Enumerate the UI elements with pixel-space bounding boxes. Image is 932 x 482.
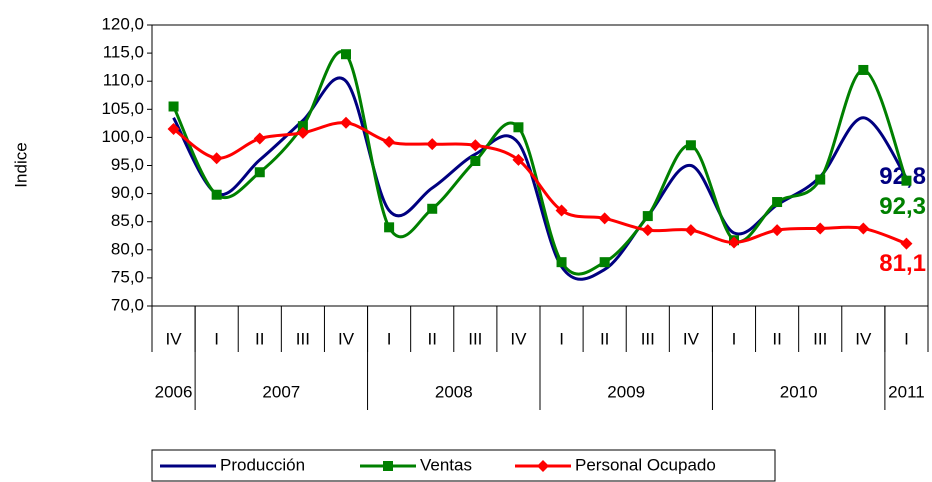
marker [772,197,783,208]
marker [384,222,395,233]
marker [427,203,438,214]
year-label: 2006 [155,382,193,401]
marker [167,122,180,135]
marker [599,257,610,268]
series-line [172,76,908,281]
marker [340,116,352,129]
x-tick-label: II [255,329,264,348]
legend-box [151,449,776,482]
x-tick-label: II [427,329,436,348]
x-tick-label: I [559,329,564,348]
x-tick-label: III [641,329,655,348]
y-tick-label: 70,0 [111,295,144,314]
series-line [172,50,908,276]
marker [556,257,567,268]
marker [210,152,223,165]
year-label: 2008 [435,382,473,401]
x-tick-label: III [468,329,482,348]
x-tick-label: IV [338,329,355,348]
marker [598,212,611,225]
year-label: 2010 [780,382,818,401]
y-axis-label: Indice [11,142,30,187]
y-tick-label: 95,0 [111,155,144,174]
marker [771,224,784,237]
legend-label: Producción [220,455,305,474]
x-tick-label: I [904,329,909,348]
x-tick-label: IV [855,329,872,348]
y-tick-label: 75,0 [111,267,144,286]
x-tick-label: III [296,329,310,348]
x-tick-label: II [600,329,609,348]
marker [684,224,697,237]
legend: Producción Ventas Personal Ocupado [151,449,776,482]
marker [814,222,827,235]
data-label: 81,1 [879,250,926,277]
marker [537,460,549,472]
marker [470,156,481,167]
marker [513,122,524,133]
y-tick-label: 85,0 [111,211,144,230]
y-tick-label: 120,0 [101,14,144,33]
marker [685,140,696,151]
marker [297,121,308,132]
legend-label: Personal Ocupado [575,455,716,474]
x-tick-label: IV [166,329,183,348]
x-tick-label: IV [510,329,527,348]
marker [858,64,869,75]
y-tick-label: 115,0 [103,43,144,62]
year-label: 2007 [262,382,300,401]
marker [469,139,482,152]
marker [901,175,912,186]
marker [642,211,653,222]
marker [426,138,439,151]
year-label: 2009 [607,382,645,401]
legend-label: Ventas [420,455,472,474]
y-tick-label: 90,0 [111,183,144,202]
marker [211,189,222,200]
marker [555,204,568,217]
marker [815,174,826,185]
marker [857,222,870,235]
marker [728,236,740,249]
x-tick-label: II [772,329,781,348]
year-label: 2011 [888,382,925,401]
y-tick-label: 80,0 [111,239,144,258]
x-tick-label: I [387,329,392,348]
marker [341,49,351,60]
marker [383,135,396,148]
marker [383,461,393,471]
x-tick-label: I [214,329,219,348]
x-tick-label: I [732,329,737,348]
y-tick-label: 105,0 [101,99,144,118]
marker [900,237,913,250]
marker [254,167,265,178]
x-tick-label: IV [683,329,700,348]
series-line [172,121,907,246]
marker [512,153,525,166]
marker [168,101,179,112]
marker [296,126,309,139]
marker [253,132,266,145]
y-tick-label: 110,0 [103,71,144,90]
marker [641,224,654,237]
y-tick-label: 100,0 [101,127,144,146]
x-tick-label: III [813,329,827,348]
data-label: 92,3 [879,193,926,220]
